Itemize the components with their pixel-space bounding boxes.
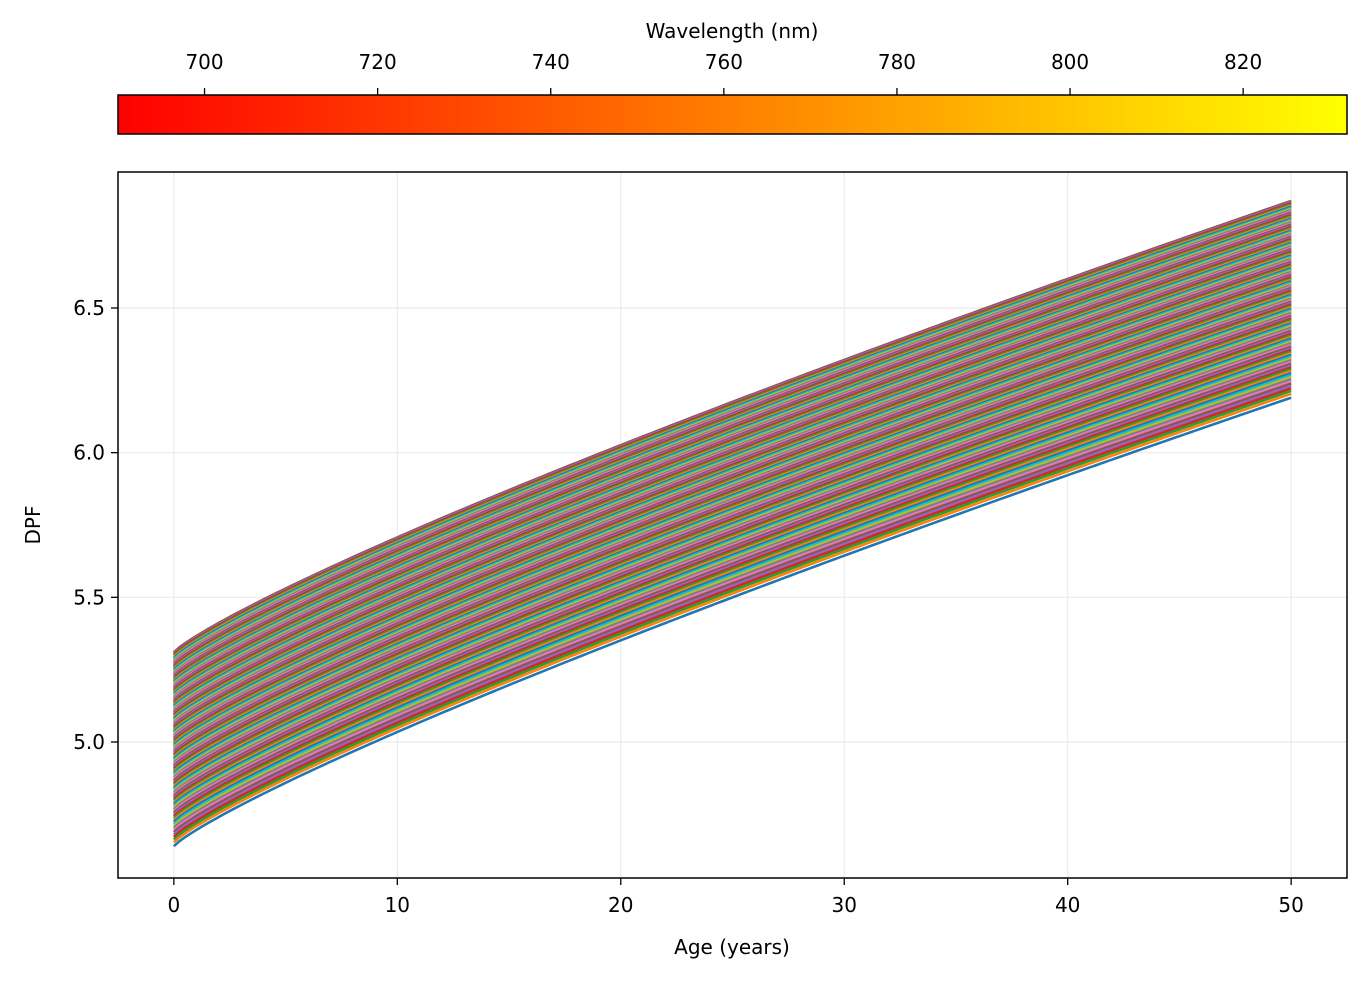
plot-frame [117,171,1348,879]
y-axis-label: DPF [21,506,45,545]
series-line [172,325,1292,777]
y-tick-label: 6.0 [73,441,105,465]
colorbar-label: Wavelength (nm) [646,19,819,43]
series-line [172,329,1292,782]
series-line [172,350,1292,802]
series-line [172,355,1292,807]
series-line [172,371,1292,823]
series-line [172,382,1292,834]
series-line [172,373,1292,825]
x-axis-ticks: 0 10 20 30 40 50 [167,878,1304,917]
series-line [172,334,1292,786]
series-line [172,396,1292,848]
series-line [172,387,1292,838]
series-line [172,322,1292,774]
x-tick-label: 40 [1055,893,1080,917]
series-line [172,352,1292,804]
series-line [172,314,1292,767]
series-line [172,342,1292,794]
series-line [172,368,1292,820]
series-line [172,332,1292,785]
series-line [172,343,1292,796]
x-tick-label: 0 [167,893,180,917]
series-line [172,366,1292,818]
series-line [172,380,1292,832]
series-line [172,331,1292,783]
series-lines [172,199,1292,848]
series-line [172,353,1292,806]
series-line [172,364,1292,816]
colorbar-tick-label: 700 [185,50,223,74]
y-tick-label: 5.5 [73,585,105,609]
series-line [172,335,1292,788]
series-line [172,340,1292,793]
series-line [172,378,1292,829]
colorbar-tick-label: 800 [1051,50,1089,74]
series-line [172,358,1292,811]
series-line [172,317,1292,770]
series-line [172,316,1292,769]
series-line [172,392,1292,844]
y-axis-ticks: 5.0 5.5 6.0 6.5 [73,296,118,754]
colorbar-ticks: 700 720 740 760 780 800 820 [185,50,1262,95]
colorbar-tick-label: 820 [1224,50,1262,74]
series-line [172,311,1292,764]
series-line [172,326,1292,779]
y-tick-label: 6.5 [73,296,105,320]
plot-area: 0 10 20 30 40 50 5.0 5.5 6.0 6.5 Age (years) DPF [21,171,1348,959]
x-tick-label: 10 [385,893,410,917]
colorbar-tick-label: 780 [878,50,916,74]
series-line [172,362,1292,814]
colorbar-tick-label: 760 [705,50,743,74]
y-tick-label: 5.0 [73,730,105,754]
x-axis-label: Age (years) [674,935,790,959]
colorbar-tick-label: 720 [359,50,397,74]
series-line [172,347,1292,799]
series-line [172,319,1292,771]
series-line [172,337,1292,789]
colorbar-gradient [117,94,1348,135]
colorbar: Wavelength (nm) 700 720 740 760 780 800 820 [117,19,1348,135]
series-line [172,369,1292,822]
series-line [172,320,1292,773]
colorbar-tick-label: 740 [532,50,570,74]
x-tick-label: 30 [832,893,857,917]
series-line [172,345,1292,797]
series-line [172,328,1292,780]
series-line [172,348,1292,801]
series-line [172,313,1292,766]
series-line [172,323,1292,776]
series-line [172,357,1292,809]
series-line [172,384,1292,836]
series-line [172,389,1292,841]
series-line [172,375,1292,827]
x-tick-label: 20 [608,893,633,917]
series-line [172,360,1292,812]
x-tick-label: 50 [1278,893,1303,917]
series-line [172,338,1292,791]
